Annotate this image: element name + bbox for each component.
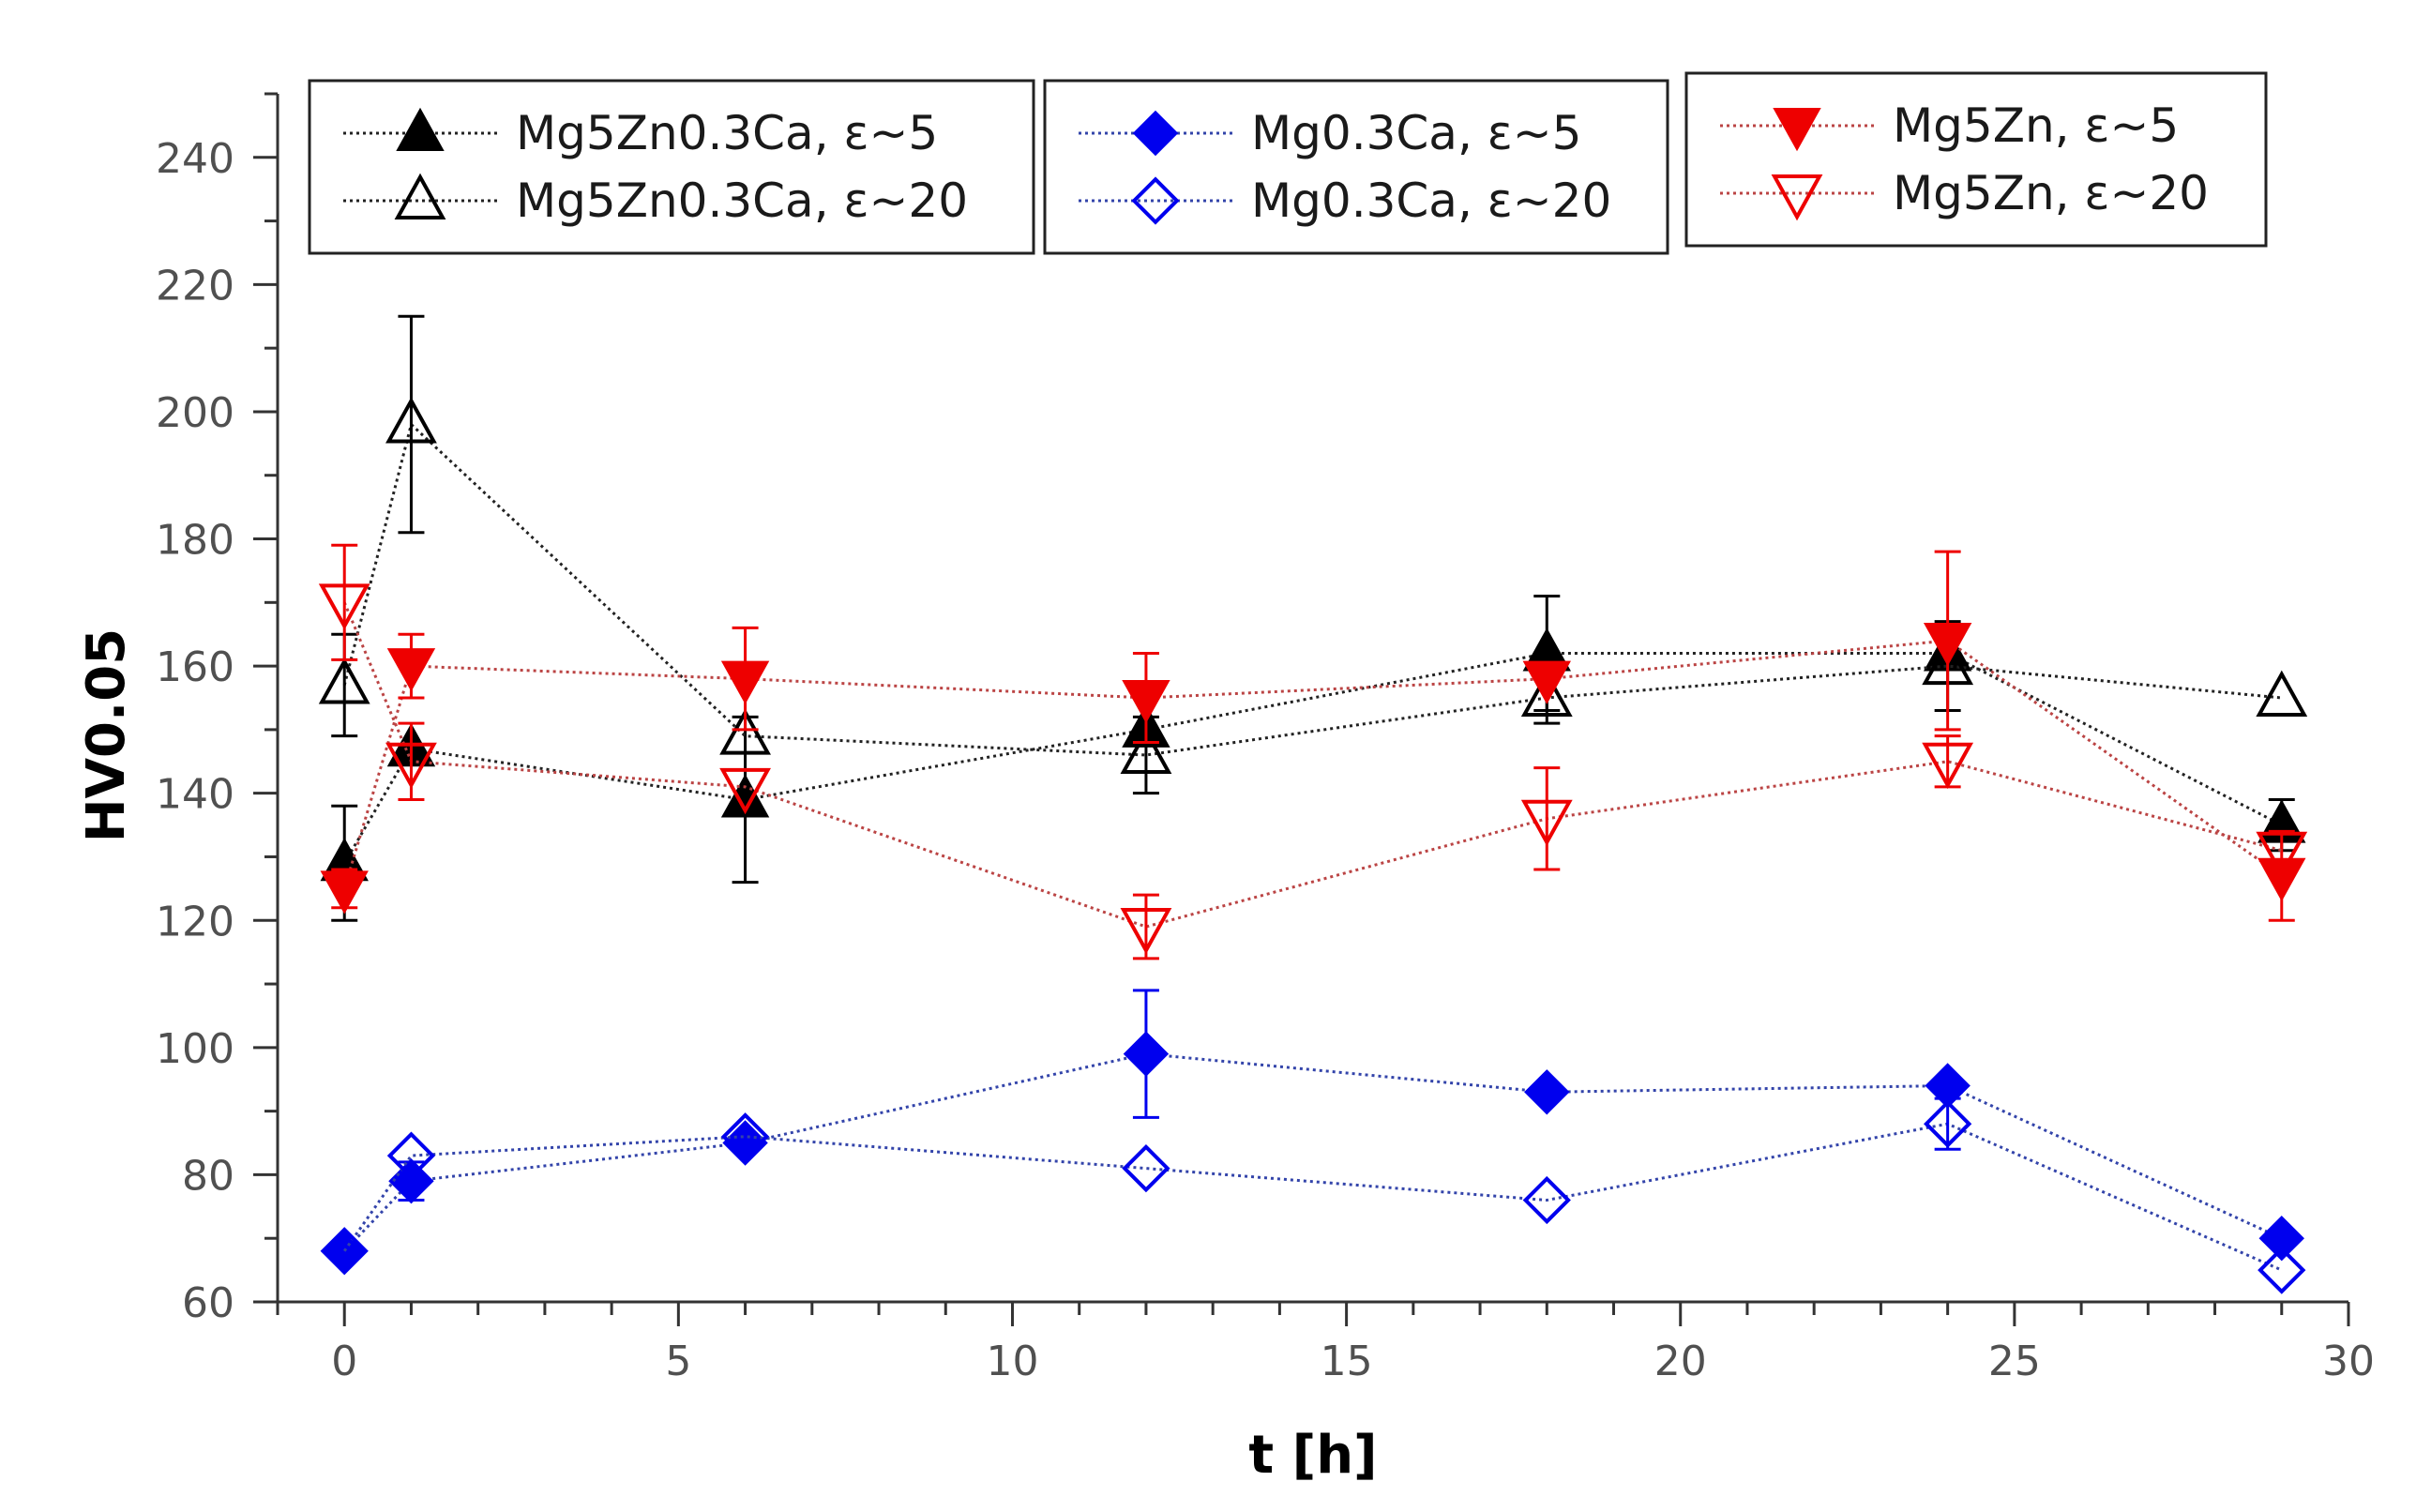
legend-label: Mg5Zn, ε~20 [1893,166,2209,220]
series-line [342,652,2283,865]
data-point [320,1227,369,1276]
data-point [1522,660,1571,704]
legend-box-2: Mg5Zn, ε~5 Mg5Zn, ε~20 [1684,71,2268,248]
data-point [1520,799,1573,847]
data-point [385,397,437,444]
legend-label: Mg0.3Ca, ε~5 [1251,106,1581,160]
legend-marker [394,173,446,219]
data-point [2256,831,2308,879]
plot-area [318,314,2308,1294]
series-5 [318,543,2308,960]
data-point [318,583,370,630]
series-line [342,1122,2283,1272]
data-point [2256,670,2308,717]
data-point [720,1112,770,1161]
data-point [719,708,771,755]
series-0 [320,595,2306,922]
x-tick-label: 20 [1654,1338,1707,1385]
legend-marker [1132,110,1179,157]
data-point [2257,857,2306,902]
series-3 [320,1096,2306,1294]
legend: Mg5Zn0.3Ca, ε~5 Mg5Zn0.3Ca, ε~20 Mg0.3Ca, … [308,71,2268,255]
data-point [1923,622,1972,667]
legend-label: Mg5Zn, ε~5 [1893,98,2179,153]
data-point [1922,742,1974,790]
legend-label: Mg5Zn0.3Ca, ε~20 [516,174,968,228]
x-tick-label: 25 [1988,1338,2041,1385]
x-tick-label: 10 [986,1338,1038,1385]
data-point [2258,1215,2304,1262]
data-point [1120,727,1172,775]
data-point [2257,1246,2306,1294]
data-point [1524,1069,1570,1115]
legend-marker [1131,176,1180,225]
data-point [386,648,436,692]
data-point [722,1120,768,1166]
y-tick-label: 220 [156,262,234,310]
legend-box-0: Mg5Zn0.3Ca, ε~5 Mg5Zn0.3Ca, ε~20 [308,79,1035,255]
y-tick-label: 240 [156,135,234,183]
data-point [1522,1175,1571,1225]
legend-label: Mg5Zn0.3Ca, ε~5 [516,106,938,160]
axes: 0 5 10 15 20 25 30 60 80 100 120 140 160 180 200 220 240 [156,92,2375,1385]
series-line [342,421,2282,757]
data-point [720,660,770,704]
series-line [343,1052,2283,1252]
legend-marker [1771,174,1823,221]
y-tick-label: 160 [156,643,234,691]
y-tick-label: 100 [156,1025,234,1073]
data-point [720,774,770,818]
y-axis-title: HV0.05 [76,628,137,842]
x-axis-title: t [h] [1248,1425,1377,1486]
data-point [719,767,771,815]
data-point [1120,908,1172,955]
data-point [1924,1099,1972,1148]
data-point [318,658,370,704]
data-point [1122,1144,1170,1193]
legend-frame [1043,79,1669,255]
legend-frame [308,79,1035,255]
series-1 [318,314,2308,795]
series-4 [320,550,2306,922]
y-tick-label: 200 [156,389,234,437]
y-tick-label: 180 [156,517,234,565]
x-tick-label: 0 [331,1338,357,1385]
data-point [1520,670,1573,717]
legend-label: Mg0.3Ca, ε~20 [1251,174,1611,228]
x-tick-label: 5 [665,1338,691,1385]
legend-marker [396,107,445,151]
y-tick-label: 80 [182,1152,234,1200]
data-point [320,870,369,915]
y-tick-label: 60 [182,1279,234,1327]
series-2 [322,989,2304,1274]
data-point [1122,680,1170,724]
legend-frame [1684,71,2268,248]
y-tick-label: 120 [156,898,234,945]
series-line [342,601,2283,929]
data-point [1123,1031,1170,1077]
legend-marker [1773,108,1821,152]
x-tick-label: 15 [1321,1338,1373,1385]
data-point [385,742,437,790]
series-line [342,639,2283,889]
y-tick-label: 140 [156,771,234,819]
x-tick-label: 30 [2322,1338,2375,1385]
legend-box-1: Mg0.3Ca, ε~5 Mg0.3Ca, ε~20 [1043,79,1669,255]
data-point [386,1131,436,1180]
